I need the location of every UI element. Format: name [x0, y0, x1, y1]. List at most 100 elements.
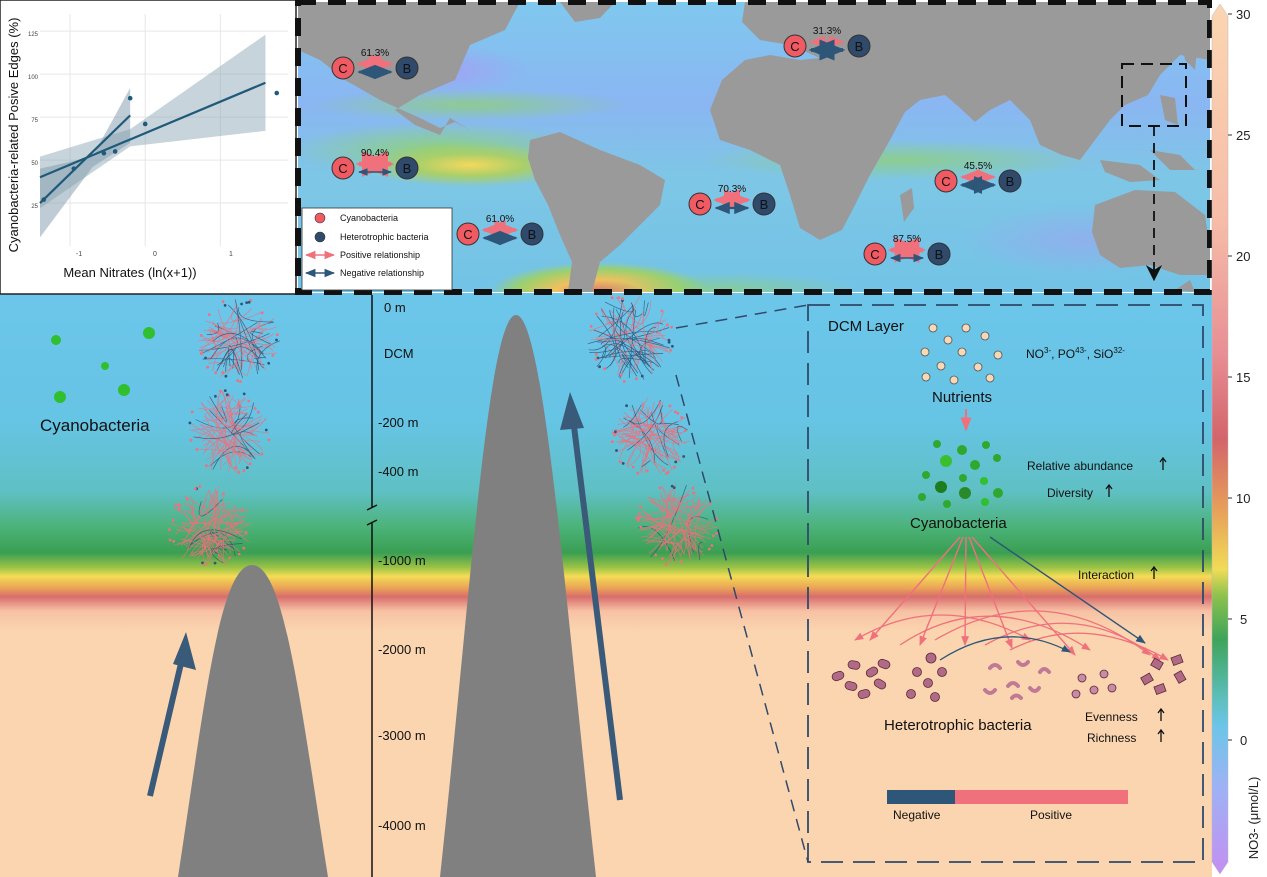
cb-tick-15: 15 [1236, 370, 1250, 385]
indonesia-2 [1150, 150, 1195, 170]
y-tick-25: 25 [31, 204, 38, 210]
dcm-cyanobacteria-label: Cyanobacteria [910, 515, 1007, 532]
hetero-node-letter: B [403, 61, 412, 76]
cb-pair: C B 90.4% [331, 148, 419, 180]
legend-cyano-marker [314, 212, 326, 224]
cyano-node [456, 222, 480, 246]
network-ball [587, 296, 674, 383]
middle-seamount [440, 315, 596, 877]
pair-percentage: 87.5% [893, 234, 921, 245]
australia [1092, 190, 1210, 275]
middle-upward-arrow [569, 409, 623, 801]
scatter-point [71, 166, 77, 171]
zoom-line-bottom [675, 374, 809, 863]
positive-color-bar [955, 790, 1128, 804]
interaction-up-arrow [1150, 565, 1158, 579]
scatter-y-label: Cyanobacteria-related Posive Edges (%) [6, 18, 21, 253]
depth-label-0: 0 m [384, 300, 406, 315]
cb-tick-25: 25 [1236, 128, 1250, 143]
network-ball [188, 389, 271, 474]
depth-label-3000: -3000 m [378, 728, 426, 743]
south-america [528, 132, 665, 292]
cyano-to-hetero-arrows [869, 536, 1146, 656]
legend-hetero-label: Heterotrophic bacteria [340, 232, 429, 242]
hetero-group-rods [831, 658, 891, 699]
cb-pair: C B 61.0% [456, 214, 544, 246]
network-ball [611, 397, 690, 475]
colorbar-ticks [1228, 13, 1232, 741]
scatter-confidence-bands [40, 34, 266, 238]
cyano-node [863, 242, 887, 266]
depth-axis: 0 m DCM -200 m -400 m -1000 m -2000 m -3… [366, 295, 426, 877]
left-upward-arrow [147, 641, 189, 797]
colorbar-gradient [1211, 3, 1229, 875]
colorbar-tick-labels: 30 25 20 15 10 5 0 [1236, 7, 1250, 748]
y-tick-50: 50 [31, 161, 38, 167]
ocean-panel: 0 m DCM -200 m -400 m -1000 m -2000 m -3… [0, 293, 1212, 877]
dcm-hetero-label: Heterotrophic bacteria [884, 717, 1032, 734]
cb-tick-20: 20 [1236, 249, 1250, 264]
cb-tick-0: 0 [1240, 733, 1247, 748]
indonesia-1 [1100, 160, 1160, 182]
cyano-node [934, 169, 958, 193]
cyano-node [331, 56, 355, 80]
left-arrow-head [173, 632, 196, 670]
scatter-fit-lines [39, 81, 266, 204]
cyano-node [688, 192, 712, 216]
legend-negative-label: Negative relationship [340, 268, 424, 278]
map-relationship-pairs: C B 61.3% C B 90.4% C B 61.0% C B 70.3% C B 31.3% C B 45.… [331, 26, 1022, 266]
scatter-x-ticks: -1 0 1 [76, 251, 233, 258]
depth-label-4000: -4000 m [378, 818, 426, 833]
scatter-points [41, 90, 280, 202]
depth-label-dcm: DCM [384, 346, 414, 361]
cyano-node-letter: C [695, 197, 704, 212]
cb-tick-30: 30 [1236, 7, 1250, 22]
legend-positive-label: Positive relationship [340, 250, 420, 260]
map-green-band-north [310, 89, 630, 121]
relative-abundance-up-arrow [1159, 456, 1167, 470]
scatter-y-ticks: 25 50 75 100 125 [28, 32, 39, 210]
nutrient-particles [920, 323, 1003, 385]
left-cyanobacteria-cells [51, 327, 155, 403]
eurasia-africa [710, 2, 1210, 240]
pair-percentage: 31.3% [813, 26, 841, 37]
relative-abundance-label: Relative abundance [1027, 459, 1133, 473]
pair-percentage: 90.4% [361, 148, 389, 159]
hetero-node [395, 56, 419, 80]
evenness-label: Evenness [1085, 710, 1138, 724]
diversity-label: Diversity [1047, 486, 1093, 500]
hetero-node [998, 169, 1022, 193]
dcm-detail-box: DCM Layer NO3-, PO43-, SiO32- Nutrients … [807, 304, 1204, 863]
hetero-node [847, 34, 871, 58]
pair-percentage: 61.3% [361, 48, 389, 59]
scatter-plot-panel: 25 50 75 100 125 -1 0 1 Mean Nitrates (l… [0, 0, 297, 295]
depth-label-400: -400 m [378, 464, 418, 479]
dcm-cyanobacteria-cells [918, 440, 1003, 508]
cyano-node-letter: C [463, 227, 472, 242]
scatter-x-label: Mean Nitrates (ln(x+1)) [63, 265, 196, 280]
cb-tick-5: 5 [1240, 612, 1247, 627]
hetero-group-cocci [906, 652, 947, 702]
diversity-up-arrow [1105, 483, 1113, 497]
left-cyanobacteria-label: Cyanobacteria [40, 416, 150, 435]
dcm-dashed-frame [807, 304, 1204, 863]
scatter-point [142, 121, 148, 127]
hetero-node [520, 222, 544, 246]
cyano-node [783, 34, 807, 58]
hetero-node-letter: B [760, 197, 769, 212]
map-dashed-border [295, 0, 1213, 295]
network-ball [635, 483, 719, 566]
hetero-node-letter: B [855, 39, 864, 54]
water-column [0, 293, 1212, 877]
cyano-node-letter: C [941, 174, 950, 189]
legend-hetero-marker [314, 231, 326, 243]
hetero-node [927, 242, 951, 266]
cyano-node-letter: C [870, 247, 879, 262]
hetero-group-vibrios [983, 660, 1051, 700]
network-clusters [168, 296, 719, 567]
colorbar: 30 25 20 15 10 5 0 NO3- (μmol/L) [1211, 0, 1267, 877]
negative-label: Negative [893, 808, 941, 822]
map-green-band-south [580, 272, 860, 292]
zoom-line-top [675, 304, 809, 329]
dcm-title: DCM Layer [828, 318, 904, 335]
